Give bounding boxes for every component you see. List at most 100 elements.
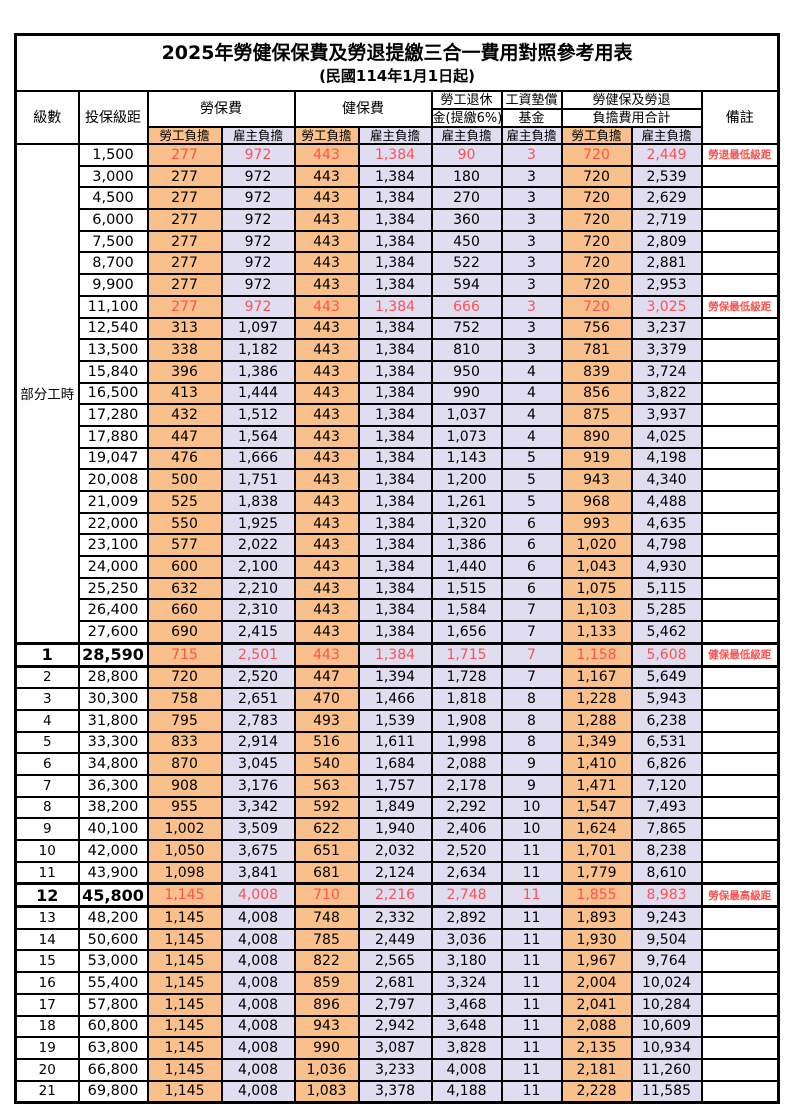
health-employer-cell: 1,384 (357, 208, 433, 232)
level-cell: 1 (14, 641, 80, 668)
pension-employer-cell: 594 (430, 273, 503, 297)
health-employee-cell: 443 (293, 229, 360, 254)
total-employer-cell: 3,937 (630, 403, 703, 427)
bracket-cell: 25,250 (77, 576, 149, 601)
labor-employer-cell: 972 (220, 208, 296, 232)
health-employee-cell: 443 (293, 620, 360, 645)
total-employer-cell: 10,934 (630, 1036, 703, 1060)
pension-employer-cell: 1,261 (430, 490, 503, 514)
total-employer-cell: 9,243 (630, 905, 703, 930)
total-employer-cell: 2,719 (630, 208, 703, 232)
health-employer-cell: 2,216 (357, 882, 433, 909)
health-employee-cell: 470 (293, 687, 360, 711)
table-row: 26,400 660 2,310 443 1,384 1,584 7 1,103 5,285 (16, 598, 780, 623)
remark-cell (700, 273, 780, 297)
total-employee-cell: 919 (560, 446, 633, 471)
wage-fund-employer-cell: 6 (500, 555, 563, 579)
pension-employer-cell: 3,180 (430, 949, 503, 974)
remark-cell (700, 795, 780, 820)
remark-cell: 健保最低級距 (700, 641, 780, 668)
bracket-cell: 3,000 (77, 164, 149, 189)
total-employer-cell: 9,764 (630, 949, 703, 974)
labor-employer-cell: 4,008 (220, 1079, 296, 1104)
health-employee-cell: 1,036 (293, 1057, 360, 1082)
wage-fund-employer-cell: 3 (500, 164, 563, 189)
labor-employer-cell: 2,914 (220, 730, 296, 755)
wage-fund-employer-cell: 3 (500, 316, 563, 341)
labor-employee-cell: 1,145 (146, 971, 223, 995)
bracket-cell: 24,000 (77, 555, 149, 579)
pension-employer-cell: 3,324 (430, 971, 503, 995)
wage-fund-employer-cell: 11 (500, 905, 563, 930)
health-employee-cell: 443 (293, 164, 360, 189)
health-employer-cell: 1,384 (357, 468, 433, 492)
health-employer-cell: 1,394 (357, 664, 433, 690)
labor-employee-cell: 1,002 (146, 817, 223, 841)
remark-cell (700, 1036, 780, 1060)
total-employer-cell: 8,610 (630, 860, 703, 885)
table-row: 16 55,400 1,145 4,008 859 2,681 3,324 11 2,004 10… (14, 971, 780, 995)
labor-employer-cell: 972 (220, 294, 296, 319)
remark-cell (700, 359, 780, 384)
pension-employer-subheader: 雇主負擔 (430, 126, 503, 145)
health-employer-cell: 1,384 (357, 359, 433, 384)
table-row: 2 28,800 720 2,520 447 1,394 1,728 7 1,167 5,649 (14, 664, 780, 690)
wage-fund-employer-cell: 11 (500, 949, 563, 974)
total-employee-cell: 1,075 (560, 576, 633, 601)
pension-header-line1: 勞工退休 (430, 90, 503, 110)
health-employee-cell: 563 (293, 773, 360, 798)
remark-cell (700, 1057, 780, 1082)
remark-cell (700, 338, 780, 362)
wage-fund-employer-cell: 11 (500, 839, 563, 863)
remark-cell (700, 186, 780, 211)
total-employer-cell: 4,488 (630, 490, 703, 514)
health-employee-cell: 443 (293, 576, 360, 601)
remark-cell (700, 576, 780, 601)
labor-employer-cell: 2,415 (220, 620, 296, 645)
remark-cell (700, 1014, 780, 1039)
table-row: 15,840 396 1,386 443 1,384 950 4 839 3,724 (16, 359, 780, 384)
total-employer-cell: 2,449 (630, 143, 703, 167)
health-employer-cell: 1,539 (357, 708, 433, 733)
bracket-cell: 27,600 (77, 620, 149, 645)
total-employer-cell: 5,115 (630, 576, 703, 601)
total-employee-cell: 1,779 (560, 860, 633, 885)
total-employer-cell: 3,237 (630, 316, 703, 341)
total-employer-cell: 9,504 (630, 927, 703, 952)
remark-cell (700, 490, 780, 514)
pension-employer-cell: 1,386 (430, 533, 503, 558)
table-row: 4,500 277 972 443 1,384 270 3 720 2,629 (16, 186, 780, 211)
total-employer-cell: 4,025 (630, 424, 703, 449)
health-employer-cell: 1,384 (357, 641, 433, 668)
health-employer-cell: 2,797 (357, 992, 433, 1017)
remark-cell (700, 381, 780, 406)
labor-employer-cell: 3,342 (220, 795, 296, 820)
labor-employer-cell: 972 (220, 164, 296, 189)
labor-employee-cell: 277 (146, 186, 223, 211)
remark-cell (700, 817, 780, 841)
level-cell: 5 (14, 730, 80, 755)
health-employee-cell: 443 (293, 533, 360, 558)
wage-fund-employer-cell: 3 (500, 208, 563, 232)
wage-fund-employer-cell: 9 (500, 773, 563, 798)
labor-employee-cell: 432 (146, 403, 223, 427)
bracket-cell: 66,800 (77, 1057, 149, 1082)
labor-employer-cell: 4,008 (220, 927, 296, 952)
pension-employer-cell: 2,292 (430, 795, 503, 820)
bracket-column-header: 投保級距 (77, 90, 149, 145)
total-employer-cell: 4,635 (630, 511, 703, 536)
total-employer-cell: 8,983 (630, 882, 703, 909)
table-row: 19 63,800 1,145 4,008 990 3,087 3,828 11 2,135 10… (14, 1036, 780, 1060)
table-row: 3,000 277 972 443 1,384 180 3 720 2,539 (16, 164, 780, 189)
pension-employer-cell: 522 (430, 251, 503, 276)
table-row: 23,100 577 2,022 443 1,384 1,386 6 1,020 4,798 (16, 533, 780, 558)
labor-employee-cell: 1,145 (146, 949, 223, 974)
remark-cell (700, 424, 780, 449)
labor-employee-cell: 277 (146, 208, 223, 232)
health-employee-cell: 651 (293, 839, 360, 863)
wage-fund-employer-cell: 11 (500, 882, 563, 909)
total-employee-cell: 1,020 (560, 533, 633, 558)
health-employee-cell: 622 (293, 817, 360, 841)
health-employee-cell: 443 (293, 555, 360, 579)
total-employee-cell: 720 (560, 229, 633, 254)
